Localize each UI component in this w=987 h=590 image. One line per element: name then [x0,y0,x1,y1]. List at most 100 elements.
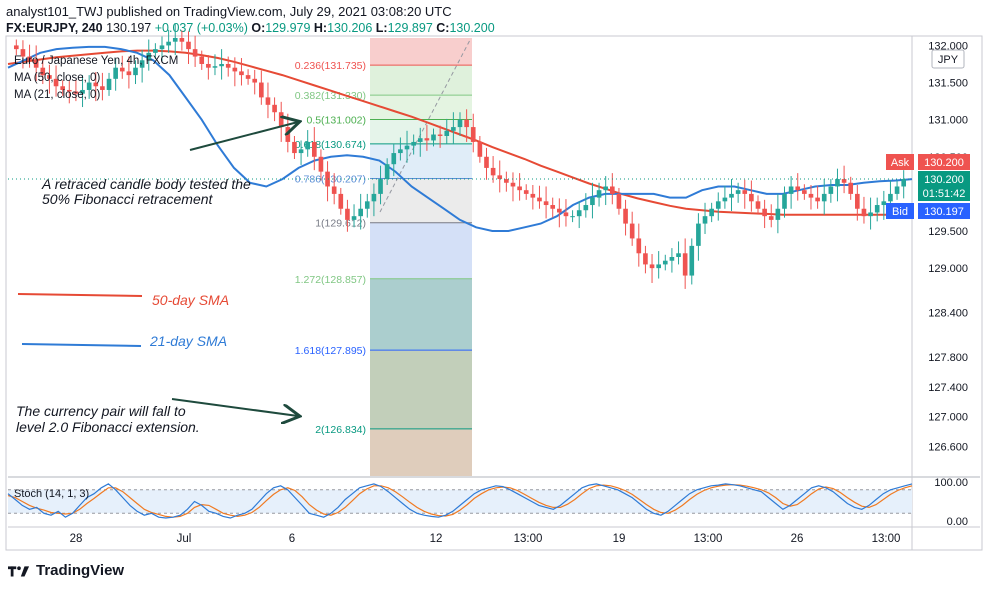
fib-level-label: 1(129.612) [315,218,366,230]
candle-body [557,208,562,213]
candle-body [53,78,59,87]
y-tick-label: 128.400 [928,308,968,320]
stoch-k-line [7,483,913,519]
candle-body [742,190,748,194]
candle-body [146,52,152,61]
candle-body [133,67,138,76]
y-tick-label: 131.000 [928,115,968,127]
tradingview-logo-icon [8,565,30,576]
candle-body [609,186,615,194]
candle-body [338,193,344,209]
candle-body [457,119,463,128]
candle-body [576,210,582,217]
fib-zone [370,222,472,279]
x-tick-label: 26 [791,533,804,545]
candle-body [331,186,337,194]
candle-body [590,197,595,206]
candle-body [676,253,681,257]
candle-body [517,186,522,191]
chart-frame [5,35,983,551]
candle-body [292,141,297,154]
candle-body [490,167,496,176]
candle-body [106,78,112,90]
candle-body [550,205,556,209]
candle-body [543,201,549,206]
candle-body [735,190,741,194]
candle-body [477,141,483,157]
candle-body [768,216,774,220]
fall-arrow [171,398,298,416]
ask-price-box [918,154,970,170]
candle-body [437,134,443,136]
low-value: 129.897 [387,21,433,35]
candle-body [398,149,403,154]
candle-body [709,208,714,217]
bid-label-box [886,203,914,219]
candle-body [13,45,19,50]
y-tick-label: 127.000 [928,412,968,424]
candle-body [325,171,330,187]
brand-name: TradingView [36,562,125,579]
candle-body [802,190,807,194]
fib-zone [370,428,472,476]
x-tick-label: Jul [177,533,192,545]
candle-body [848,182,854,194]
candle-body [629,223,635,239]
currency-box [931,49,965,69]
x-tick-label: 6 [289,533,295,545]
candle-body [570,216,575,218]
candle-body [47,75,52,79]
last-price: 130.197 [106,21,152,35]
candle-body [603,186,609,191]
candle-body [272,104,277,113]
sma21-line [7,45,913,232]
ask-label-box [886,154,914,170]
high-label: H: [313,21,328,35]
symbol-label[interactable]: FX:EURJPY, 240 [6,21,103,35]
candle-body [855,193,860,209]
candle-body [874,205,880,213]
open-value: 129.979 [265,21,311,35]
candle-body [901,179,907,187]
candle-body [119,67,125,72]
candle-body [351,216,357,220]
candle-body [93,82,99,87]
candle-body [40,67,46,76]
legend-ma50: MA (50, close, 0) [14,72,100,84]
candle-body [113,67,118,79]
candle-body [186,41,191,50]
tradingview-footer[interactable]: TradingView [8,562,124,579]
x-tick-label: 13:00 [872,533,901,545]
candle-body [192,49,198,57]
x-tick-label: 13:00 [514,533,543,545]
candle-body [33,60,39,68]
price-chart[interactable]: 0.236(131.735) 0.382(131.330) 0.5(131.002)… [0,0,987,560]
candle-body [755,201,761,209]
candle-body [212,66,218,68]
candle-body [682,253,688,276]
candle-body [729,193,734,198]
fib-level-label: 0.786(130.207) [295,174,366,186]
candle-body [265,97,271,105]
ask-price: 130.200 [924,157,964,169]
chart-header: analyst101_TWJ published on TradingView.… [6,4,981,38]
y-tick-label: 126.600 [928,441,968,453]
candle-body [172,38,178,42]
candle-body [762,208,767,217]
candle-body [404,145,410,150]
candle-body [411,141,416,146]
candle-body [696,223,701,246]
candle-body [497,175,503,180]
candle-body [888,193,893,202]
candle-body [523,190,529,194]
candle-body [100,86,105,90]
candle-body [782,193,787,209]
fib-zone [370,38,472,66]
fib-trend-line [379,39,471,213]
candle-body [378,179,383,194]
x-tick-label: 13:00 [694,533,723,545]
candle-body [371,193,377,202]
candle-body [649,264,655,269]
retrace-note-line1: A retraced candle body tested the [41,176,251,192]
high-value: 130.206 [327,21,373,35]
